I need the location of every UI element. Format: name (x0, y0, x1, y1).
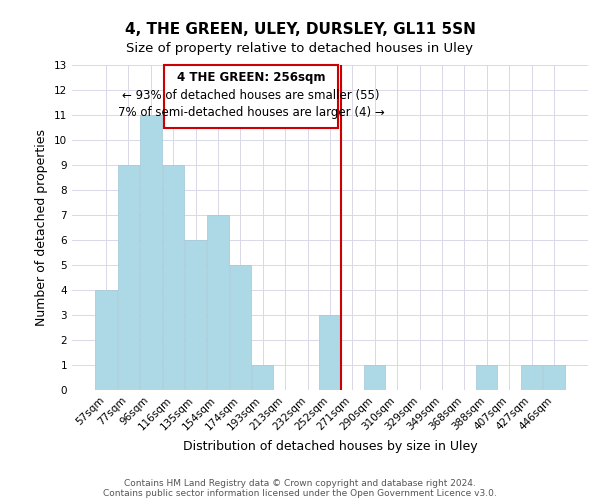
Bar (252, 365, 274, 390)
Bar (521, 365, 542, 390)
X-axis label: Distribution of detached houses by size in Uley: Distribution of detached houses by size … (182, 440, 478, 453)
Bar (364, 365, 385, 390)
Bar (476, 365, 497, 390)
Bar (118, 165, 139, 390)
Y-axis label: Number of detached properties: Number of detached properties (35, 129, 49, 326)
Bar (543, 365, 565, 390)
Text: Size of property relative to detached houses in Uley: Size of property relative to detached ho… (127, 42, 473, 55)
Bar (95, 290, 117, 390)
Bar (140, 115, 161, 390)
Text: 7% of semi-detached houses are larger (4) →: 7% of semi-detached houses are larger (4… (118, 106, 385, 119)
Text: Contains HM Land Registry data © Crown copyright and database right 2024.: Contains HM Land Registry data © Crown c… (124, 478, 476, 488)
Bar (319, 315, 341, 390)
Bar (163, 165, 184, 390)
Text: ← 93% of detached houses are smaller (55): ← 93% of detached houses are smaller (55… (122, 88, 380, 102)
Bar (164, 65, 338, 128)
Text: Contains public sector information licensed under the Open Government Licence v3: Contains public sector information licen… (103, 488, 497, 498)
Bar (208, 215, 229, 390)
Text: 4 THE GREEN: 256sqm: 4 THE GREEN: 256sqm (177, 71, 325, 84)
Bar (185, 240, 206, 390)
Bar (230, 265, 251, 390)
Text: 4, THE GREEN, ULEY, DURSLEY, GL11 5SN: 4, THE GREEN, ULEY, DURSLEY, GL11 5SN (125, 22, 475, 38)
